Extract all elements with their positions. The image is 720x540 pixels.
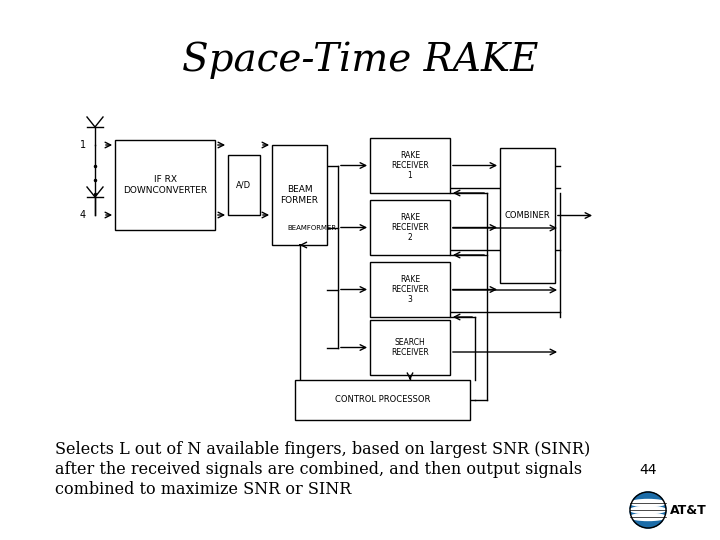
Text: A/D: A/D [236, 180, 251, 190]
Text: 1: 1 [80, 140, 86, 150]
Text: combined to maximize SNR or SINR: combined to maximize SNR or SINR [55, 482, 351, 498]
Text: COMBINER: COMBINER [505, 211, 550, 220]
Text: BEAM
FORMER: BEAM FORMER [281, 185, 318, 205]
Text: 4: 4 [80, 210, 86, 220]
Bar [500, 148, 555, 283]
Text: RAKE
RECEIVER
1: RAKE RECEIVER 1 [391, 151, 429, 180]
Text: IF RX
DOWNCONVERTER: IF RX DOWNCONVERTER [123, 176, 207, 195]
Text: RAKE
RECEIVER
3: RAKE RECEIVER 3 [391, 275, 429, 305]
Ellipse shape [630, 500, 666, 507]
Bar [370, 262, 450, 317]
Bar [370, 138, 450, 193]
Text: Selects L out of N available fingers, based on largest SNR (SINR): Selects L out of N available fingers, ba… [55, 442, 590, 458]
Text: SEARCH
RECEIVER: SEARCH RECEIVER [391, 338, 429, 357]
Text: 44: 44 [639, 463, 657, 477]
Bar [115, 140, 215, 230]
Ellipse shape [630, 507, 666, 514]
Text: RAKE
RECEIVER
2: RAKE RECEIVER 2 [391, 213, 429, 242]
Bar [295, 380, 470, 420]
Text: after the received signals are combined, and then output signals: after the received signals are combined,… [55, 462, 582, 478]
Ellipse shape [630, 514, 666, 521]
Bar [228, 155, 260, 215]
Text: CONTROL PROCESSOR: CONTROL PROCESSOR [335, 395, 430, 404]
Bar [272, 145, 327, 245]
Bar [370, 200, 450, 255]
Text: BEAMFORMER: BEAMFORMER [287, 225, 336, 231]
Circle shape [630, 492, 666, 528]
Text: Space-Time RAKE: Space-Time RAKE [182, 41, 538, 79]
Bar [370, 320, 450, 375]
Text: AT&T: AT&T [670, 503, 707, 516]
